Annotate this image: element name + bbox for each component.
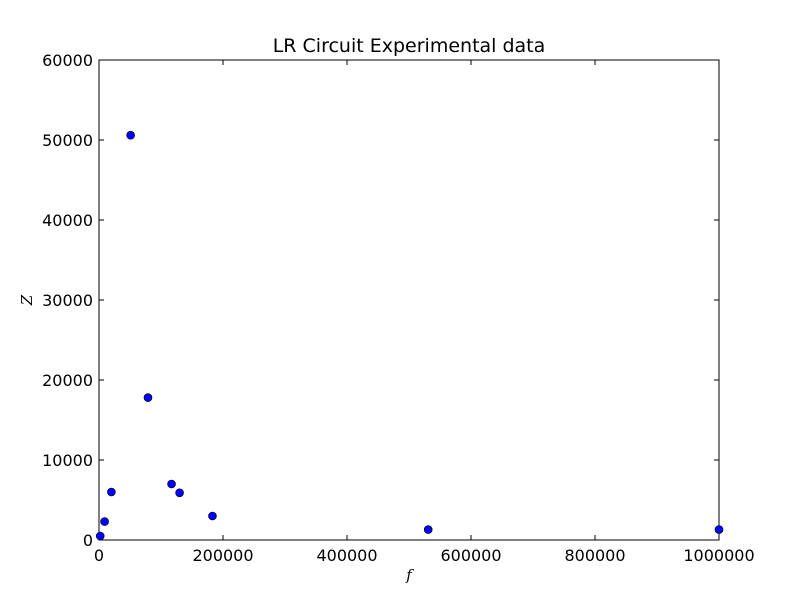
chart-title: LR Circuit Experimental data bbox=[273, 35, 546, 57]
x-tick-label: 800000 bbox=[564, 546, 625, 565]
plot-area: 0 200000 400000 600000 800000 1000000 0 10000 20… bbox=[42, 51, 755, 565]
data-point bbox=[208, 511, 217, 521]
data-point bbox=[126, 130, 135, 140]
y-tick-label: 40000 bbox=[42, 211, 93, 230]
data-point bbox=[95, 531, 105, 541]
x-tick-label: 200000 bbox=[192, 546, 253, 565]
x-tick-label: 400000 bbox=[316, 546, 377, 565]
data-point bbox=[100, 517, 109, 526]
x-axis-label: f bbox=[405, 566, 414, 584]
data-point bbox=[423, 525, 433, 534]
plot-frame bbox=[98, 59, 720, 541]
y-tick-label: 30000 bbox=[42, 291, 93, 310]
y-tick-label: 0 bbox=[83, 531, 93, 550]
y-tick-label: 20000 bbox=[42, 371, 93, 390]
y-tick-label: 10000 bbox=[42, 451, 93, 470]
y-tick-label: 50000 bbox=[42, 131, 93, 150]
x-tick-label: 0 bbox=[94, 546, 104, 565]
x-tick-label: 600000 bbox=[440, 546, 501, 565]
data-point bbox=[175, 488, 184, 498]
data-point bbox=[167, 479, 176, 489]
y-axis-label: Z bbox=[18, 294, 36, 306]
data-point bbox=[143, 393, 153, 402]
data-point bbox=[107, 487, 116, 497]
y-tick-label: 60000 bbox=[42, 51, 93, 70]
data-point bbox=[714, 525, 724, 534]
x-tick-label: 1000000 bbox=[683, 546, 754, 565]
